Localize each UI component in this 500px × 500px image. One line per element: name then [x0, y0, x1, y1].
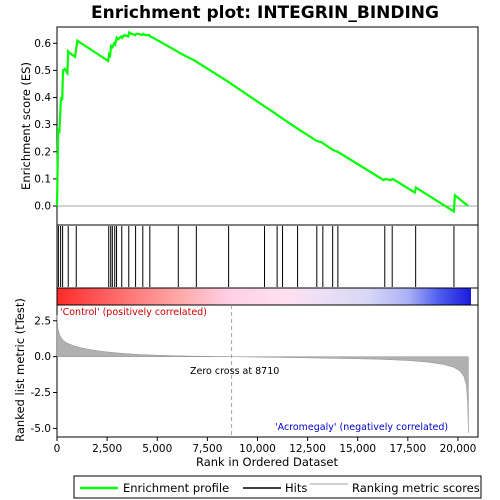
zero-cross-label: Zero cross at 8710: [190, 366, 279, 377]
chart-title: Enrichment plot: INTEGRIN_BINDING: [91, 3, 439, 23]
x-axis-label: Rank in Ordered Dataset: [196, 455, 339, 469]
positive-label: 'Control' (positively correlated): [60, 307, 207, 318]
metric-axis-label: Ranked list metric (tTest): [13, 298, 27, 442]
legend-profile-label: Enrichment profile: [123, 481, 229, 495]
legend-hits-label: Hits: [285, 481, 307, 495]
x-tick-label: 7,500: [192, 443, 222, 455]
x-tick-label: 10,000: [239, 443, 276, 455]
negative-label: 'Acromegaly' (negatively correlated): [275, 422, 448, 433]
legend-metric-label: Ranking metric scores: [352, 481, 480, 495]
ranking-metric-area: [56, 314, 469, 433]
es-axis-label: Enrichment score (ES): [19, 62, 33, 190]
x-tick-label: 0: [54, 443, 61, 455]
es-tick-label: 0.5: [34, 65, 51, 77]
metric-tick-label: -2.5: [31, 387, 52, 399]
rank-color-bar: [57, 288, 471, 305]
es-tick-label: 0.0: [34, 201, 51, 213]
es-tick-label: 0.2: [34, 146, 51, 158]
es-tick-label: 0.6: [34, 38, 51, 50]
x-tick-label: 12,500: [289, 443, 326, 455]
es-panel-frame: [56, 26, 479, 226]
metric-tick-label: 2.5: [34, 315, 51, 327]
es-tick-label: 0.1: [34, 173, 51, 185]
hits-panel-frame: [56, 224, 479, 289]
x-tick-label: 15,000: [339, 443, 376, 455]
x-tick-label: 5,000: [142, 443, 172, 455]
x-tick-label: 2,500: [92, 443, 122, 455]
es-tick-label: 0.4: [34, 92, 51, 104]
es-tick-label: 0.3: [34, 119, 51, 131]
legend-box: [73, 475, 482, 499]
enrichment-profile-line: [55, 30, 469, 214]
metric-tick-label: 0.0: [34, 351, 51, 363]
x-tick-label: 17,500: [389, 443, 426, 455]
metric-panel-frame: [56, 304, 479, 438]
legend: Enrichment profile Hits Ranking metric s…: [73, 475, 482, 499]
x-tick-label: 20,000: [440, 443, 477, 455]
metric-tick-label: -5.0: [31, 423, 52, 435]
